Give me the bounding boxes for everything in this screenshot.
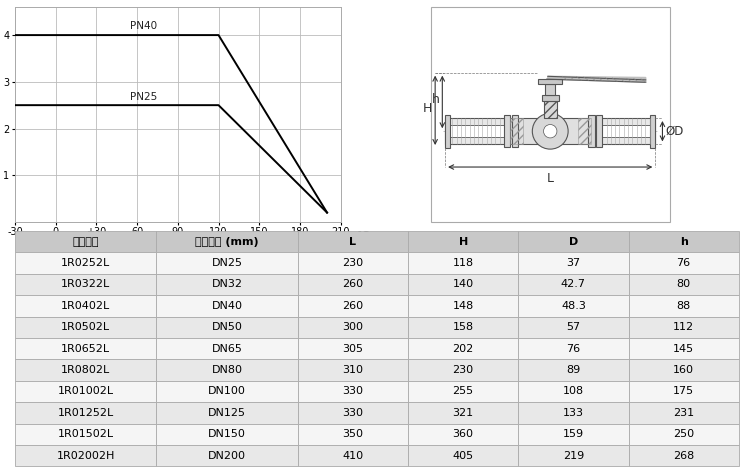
Bar: [542, 95, 559, 101]
Bar: [512, 115, 518, 147]
Bar: [430, 7, 670, 222]
Polygon shape: [548, 76, 646, 82]
Bar: [596, 115, 602, 147]
Text: PN40: PN40: [130, 22, 158, 32]
Bar: [504, 115, 510, 147]
Text: PN25: PN25: [130, 91, 158, 102]
Bar: [446, 118, 507, 144]
Text: h: h: [432, 93, 440, 106]
Text: H: H: [423, 102, 432, 115]
Bar: [446, 114, 451, 148]
Text: L: L: [547, 172, 554, 185]
Bar: [593, 125, 656, 137]
Bar: [510, 118, 523, 144]
Bar: [578, 118, 591, 144]
Text: ℃: ℃: [357, 230, 370, 241]
Bar: [588, 115, 595, 147]
Bar: [544, 101, 557, 118]
Bar: [510, 118, 591, 144]
Bar: [446, 125, 507, 137]
Text: ØD: ØD: [665, 125, 684, 138]
Bar: [545, 84, 556, 95]
Circle shape: [544, 124, 557, 138]
Bar: [593, 118, 656, 144]
Bar: [538, 79, 562, 84]
Circle shape: [532, 114, 568, 149]
Bar: [650, 114, 656, 148]
